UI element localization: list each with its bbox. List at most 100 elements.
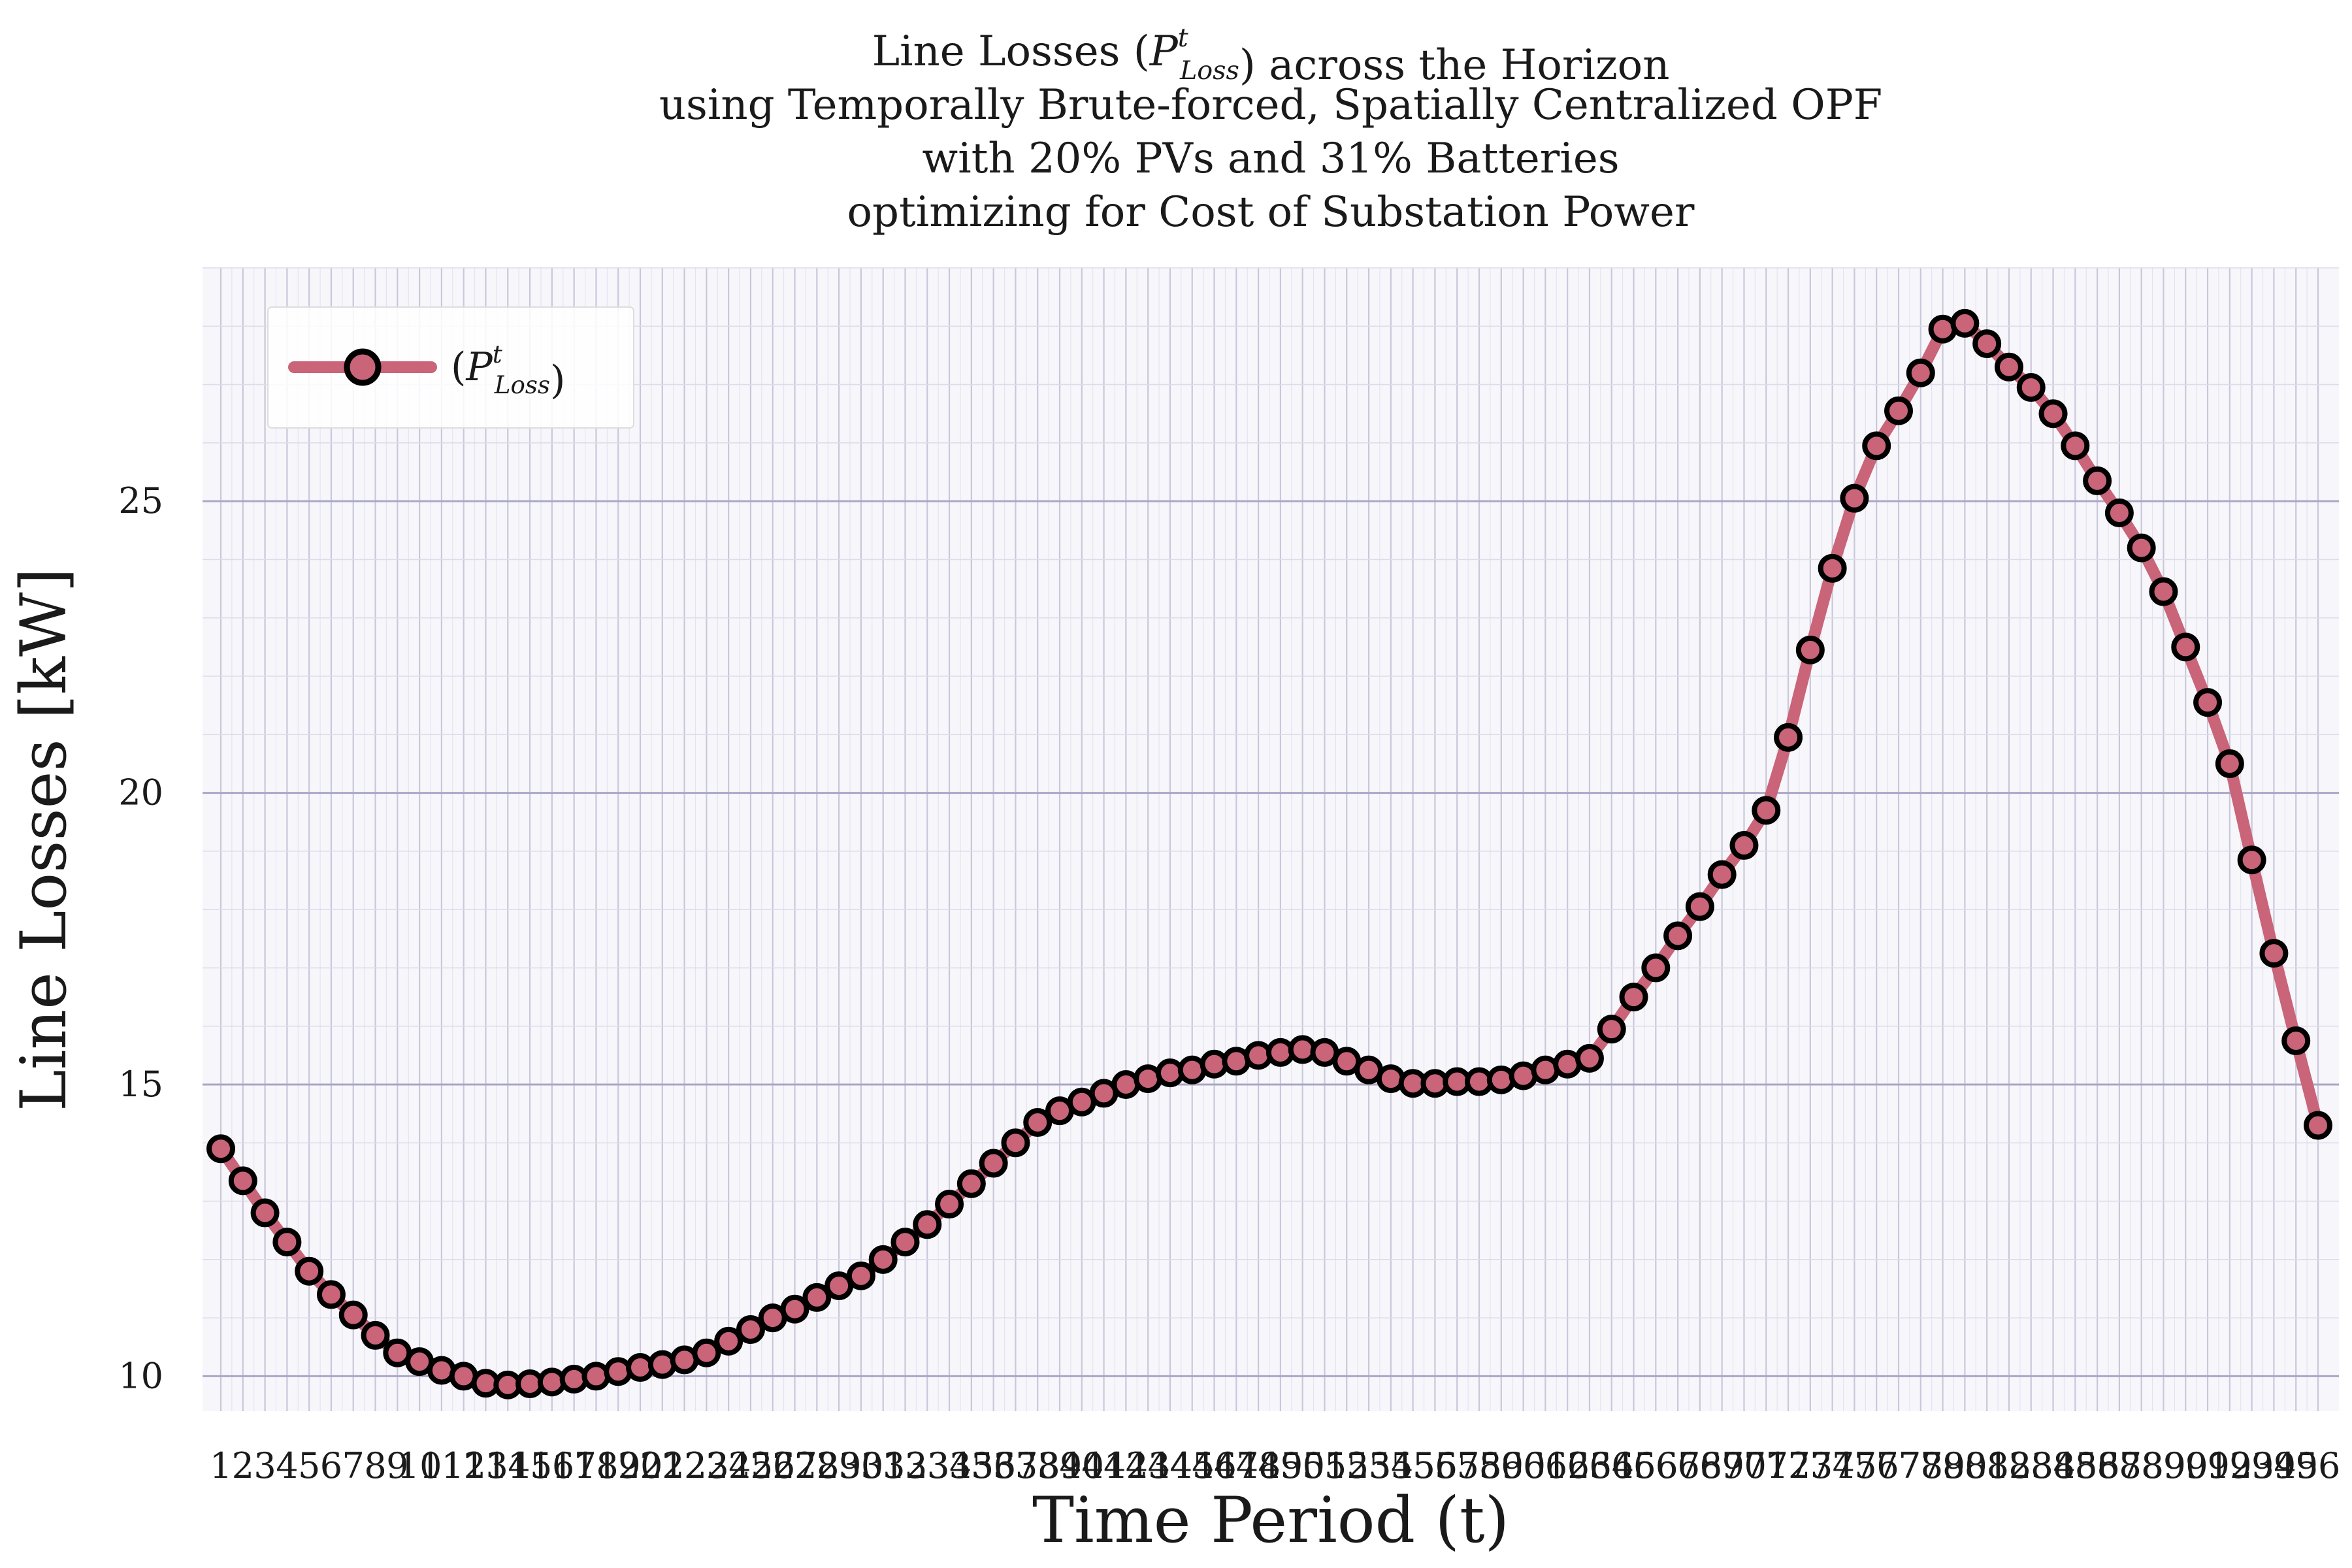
data-point [2061,431,2090,461]
data-point [1619,983,1648,1012]
data-point [361,1320,390,1350]
data-point [2171,632,2200,662]
data-point [780,1294,809,1324]
x-tick-label: 34 [927,1445,972,1486]
x-tick-label: 75 [1832,1445,1877,1486]
x-tick-label: 19 [596,1445,641,1486]
x-tick-label: 69 [1699,1445,1744,1486]
data-point [1729,830,1759,860]
x-tick-label: 39 [1037,1445,1083,1486]
x-tick-label: 52 [1324,1445,1369,1486]
x-tick-label: 76 [1854,1445,1899,1486]
y-tick-label: 25 [118,480,163,521]
x-tick-label: 64 [1589,1445,1634,1486]
x-tick-label: 33 [905,1445,950,1486]
x-tick-label: 80 [1942,1445,1987,1486]
x-tick-label: 40 [1059,1445,1104,1486]
x-tick-label: 61 [1523,1445,1568,1486]
x-tick-label: 14 [485,1445,531,1486]
x-tick-label: 94 [2251,1445,2296,1486]
x-tick-label: 49 [1258,1445,1303,1486]
x-tick-label: 59 [1478,1445,1524,1486]
x-tick-label: 12 [441,1445,486,1486]
x-tick-label: 50 [1280,1445,1325,1486]
x-tick-label: 72 [1766,1445,1811,1486]
x-tick-label: 44 [1148,1445,1193,1486]
x-tick-label: 66 [1633,1445,1678,1486]
x-tick-label: 87 [2097,1445,2142,1486]
x-tick-label: 95 [2274,1445,2319,1486]
data-point [604,1357,633,1386]
x-tick-label: 35 [949,1445,994,1486]
data-point [1001,1128,1030,1158]
legend-marker-swatch [344,348,382,386]
x-tick-label: 29 [817,1445,862,1486]
data-point [2281,1026,2311,1056]
data-point [1663,921,1693,951]
legend-box [267,306,634,429]
x-tick-label: 92 [2207,1445,2252,1486]
data-point [714,1326,743,1356]
x-tick-label: 20 [618,1445,663,1486]
data-point [1862,431,1891,461]
x-tick-label: 13 [463,1445,508,1486]
x-tick-label: 42 [1103,1445,1149,1486]
data-point [1575,1043,1604,1073]
data-point [228,1166,257,1196]
x-axis-ticks: 1 2 3 4 5 6 7 8 91011121314151617181920212223242… [210,1445,2341,1486]
axis-labels: Time Period (t) Line Losses [kW] [7,568,1509,1557]
data-point [1023,1108,1053,1137]
series-layer [206,308,2332,1399]
data-point [250,1198,280,1228]
x-tick-label: 36 [971,1445,1016,1486]
x-tick-label: 93 [2229,1445,2274,1486]
x-tick-label: 89 [2141,1445,2186,1486]
x-tick-label: 1 [210,1445,232,1486]
x-tick-label: 84 [2031,1445,2076,1486]
data-point [1818,553,1847,583]
data-point [2083,466,2112,495]
x-tick-label: 82 [1987,1445,2032,1486]
x-tick-label: 37 [993,1445,1038,1486]
legend: (Pt Loss) [267,306,634,429]
x-tick-label: 65 [1611,1445,1656,1486]
x-tick-label: 81 [1965,1445,2010,1486]
title-line-2: using Temporally Brute-forced, Spatially… [659,81,1882,129]
data-point [2149,577,2178,606]
title-line-3: with 20% PVs and 31% Batteries [922,135,1619,183]
grid [203,267,2339,1411]
x-tick-label: 30 [839,1445,884,1486]
x-tick-label: 4 [276,1445,298,1486]
x-tick-label: 31 [860,1445,906,1486]
data-point [1486,1065,1516,1094]
x-tick-label: 2 [232,1445,254,1486]
data-point [338,1300,368,1330]
title-line-4: optimizing for Cost of Substation Power [847,188,1695,237]
data-point [206,1134,235,1164]
x-tick-label: 62 [1545,1445,1590,1486]
x-tick-label: 11 [419,1445,465,1486]
data-point [295,1256,324,1286]
title-line-1: Line Losses (Pt Loss) across the Horizon [872,23,1670,90]
data-point [1906,358,1935,387]
y-axis-ticks: 10 15 20 25 [118,480,163,1396]
x-tick-label: 55 [1390,1445,1435,1486]
x-tick-label: 79 [1920,1445,1965,1486]
x-tick-label: 38 [1015,1445,1060,1486]
data-point [1707,860,1737,889]
data-point [692,1338,721,1367]
chart-title: Line Losses (Pt Loss) across the Horizonu… [659,23,1882,237]
x-tick-label: 45 [1169,1445,1215,1486]
data-point [2104,498,2134,527]
x-tick-label: 96 [2296,1445,2341,1486]
x-tick-label: 51 [1302,1445,1347,1486]
data-point [2304,1111,2332,1140]
data-point [956,1169,986,1198]
data-point [272,1228,302,1257]
data-point [1840,483,1869,513]
x-tick-label: 60 [1501,1445,1546,1486]
x-tick-label: 67 [1656,1445,1701,1486]
y-tick-label: 15 [118,1064,163,1105]
